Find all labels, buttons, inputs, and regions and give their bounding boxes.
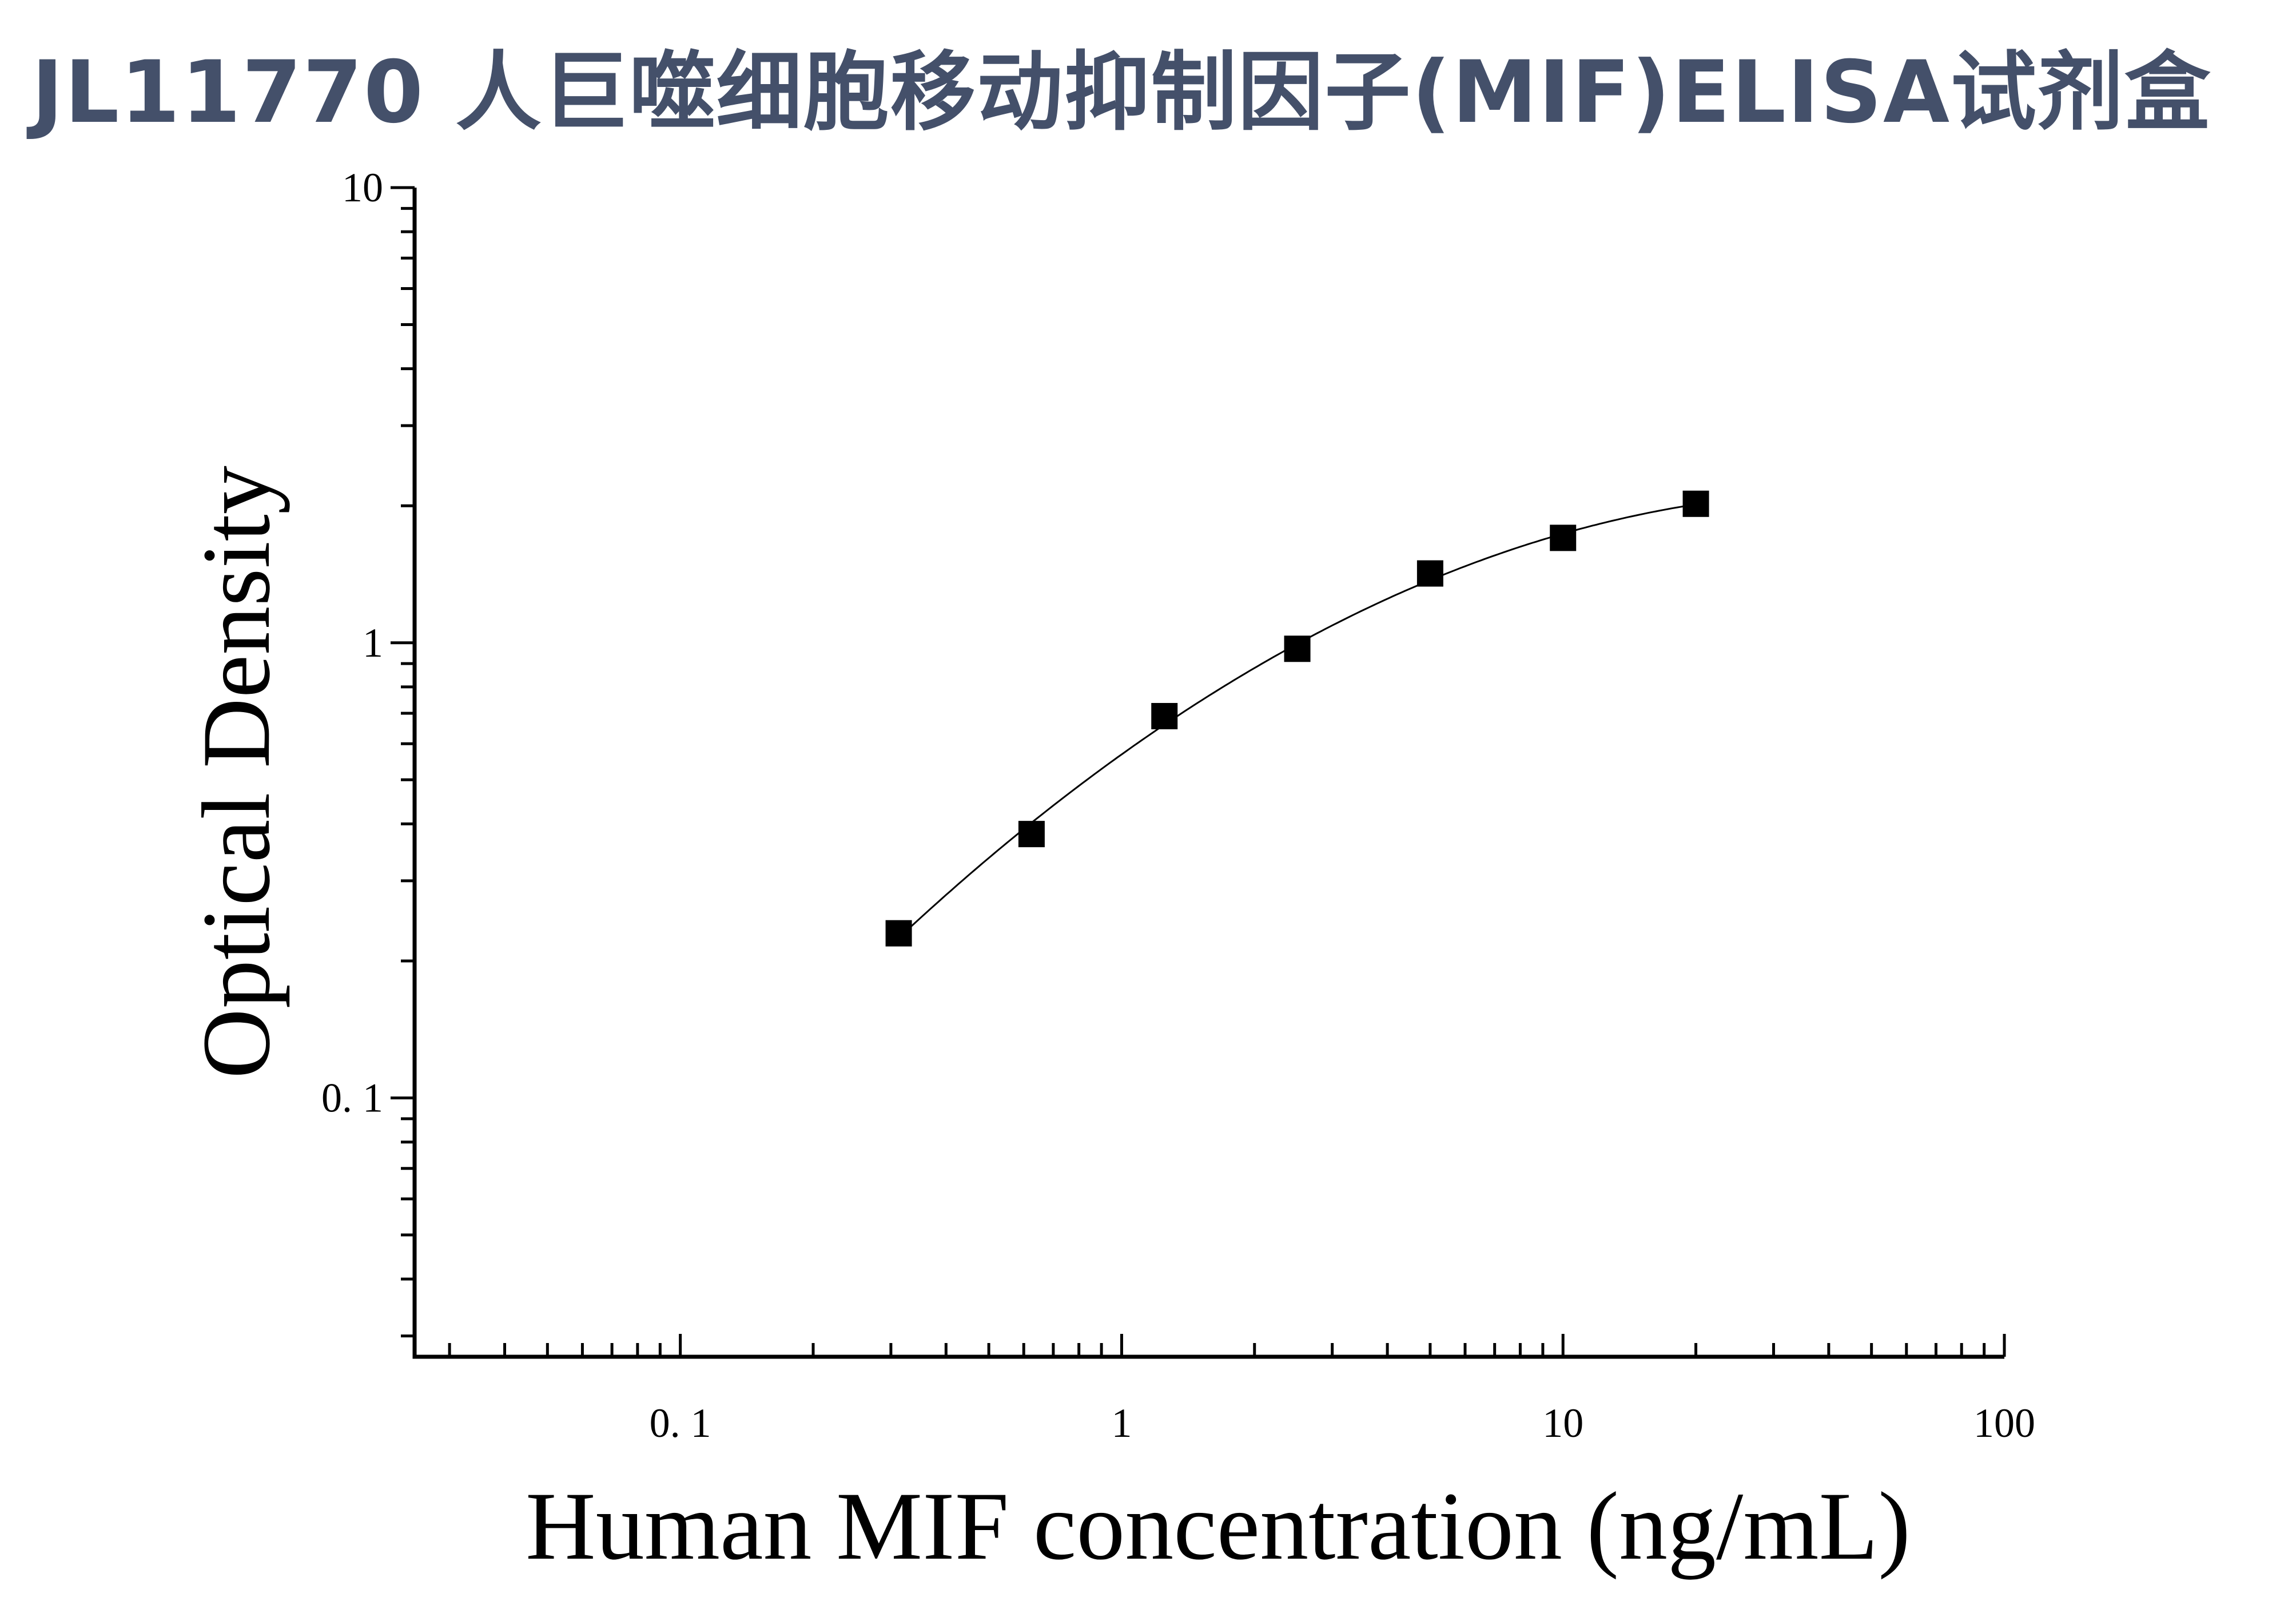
fit-curve-layer bbox=[898, 503, 1696, 939]
page-title: JL11770 人巨噬细胞移动抑制因子(MIF)ELISA试剂盒 bbox=[31, 43, 2212, 142]
y-tick-label: 0. 1 bbox=[321, 1075, 383, 1121]
x-tick-label: 10 bbox=[1542, 1400, 1583, 1446]
x-tick-label: 100 bbox=[1973, 1400, 2035, 1446]
y-tick-label: 10 bbox=[342, 165, 383, 210]
data-point bbox=[1018, 821, 1045, 848]
x-tick-label: 1 bbox=[1111, 1400, 1132, 1446]
data-point bbox=[885, 920, 912, 947]
data-points-layer bbox=[885, 490, 1709, 947]
y-tick-label: 1 bbox=[363, 620, 383, 666]
data-point bbox=[1416, 560, 1443, 587]
data-point bbox=[1284, 635, 1311, 662]
x-axis-label: Human MIF concentration (ng/mL) bbox=[526, 1472, 1911, 1580]
data-point bbox=[1151, 702, 1178, 729]
y-axis-label: Optical Density bbox=[182, 466, 290, 1079]
axes: 0. 1 1 10 100 0. 1 1 10 bbox=[321, 165, 2035, 1446]
data-point bbox=[1550, 525, 1577, 551]
fit-curve-line bbox=[898, 503, 1696, 939]
data-point bbox=[1682, 490, 1709, 517]
x-tick-label: 0. 1 bbox=[650, 1400, 711, 1446]
